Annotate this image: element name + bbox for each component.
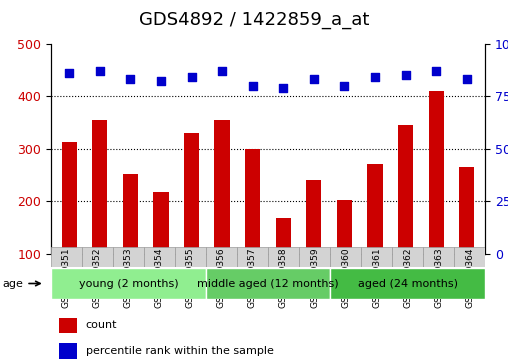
Text: GSM1230353: GSM1230353 [124,248,133,309]
Bar [113,247,144,267]
Point [401,72,409,78]
FancyBboxPatch shape [51,268,206,299]
Bar [245,149,260,307]
Point [157,78,165,84]
Point [96,68,104,74]
Text: middle aged (12 months): middle aged (12 months) [197,278,339,289]
FancyBboxPatch shape [330,268,485,299]
Bar [306,180,322,307]
Text: GSM1230357: GSM1230357 [248,248,257,309]
Bar [175,247,206,267]
Point [218,68,226,74]
Bar [206,247,237,267]
Text: GSM1230363: GSM1230363 [434,248,443,309]
Bar [398,125,414,307]
Text: GSM1230358: GSM1230358 [279,248,288,309]
Bar [268,247,299,267]
Text: young (2 months): young (2 months) [79,278,178,289]
Bar [184,133,199,307]
Point [432,68,440,74]
FancyBboxPatch shape [206,268,330,299]
Text: GSM1230359: GSM1230359 [310,248,319,309]
Bar [299,247,330,267]
Bar [337,200,352,307]
Point [340,83,348,89]
Text: count: count [85,321,117,330]
Bar [330,247,361,267]
Text: GSM1230355: GSM1230355 [186,248,195,309]
Text: GDS4892 / 1422859_a_at: GDS4892 / 1422859_a_at [139,11,369,29]
Bar [144,247,175,267]
Text: GSM1230362: GSM1230362 [403,248,412,308]
Bar [429,91,444,307]
Bar [122,174,138,307]
Bar [51,247,82,267]
Point [65,70,73,76]
Bar [59,318,77,333]
Text: percentile rank within the sample: percentile rank within the sample [85,346,273,356]
Point [248,83,257,89]
Text: GSM1230354: GSM1230354 [155,248,164,308]
Point [310,77,318,82]
Text: GSM1230364: GSM1230364 [465,248,474,308]
Bar [153,192,169,307]
Bar [361,247,392,267]
Bar [367,164,383,307]
Point [463,77,471,82]
Text: GSM1230356: GSM1230356 [217,248,226,309]
Bar [237,247,268,267]
Point [126,77,135,82]
Text: GSM1230360: GSM1230360 [341,248,350,309]
Bar [214,121,230,307]
Bar [92,121,107,307]
Bar [82,247,113,267]
Text: age: age [3,278,40,289]
Bar [454,247,485,267]
Point [279,85,288,91]
Bar [276,218,291,307]
Bar [459,167,474,307]
Point [371,74,379,80]
Point [187,74,196,80]
Text: GSM1230361: GSM1230361 [372,248,381,309]
Bar [423,247,454,267]
Text: aged (24 months): aged (24 months) [358,278,458,289]
Bar [59,343,77,359]
Bar [392,247,423,267]
Text: GSM1230351: GSM1230351 [62,248,71,309]
Bar [61,142,77,307]
Text: GSM1230352: GSM1230352 [93,248,102,308]
